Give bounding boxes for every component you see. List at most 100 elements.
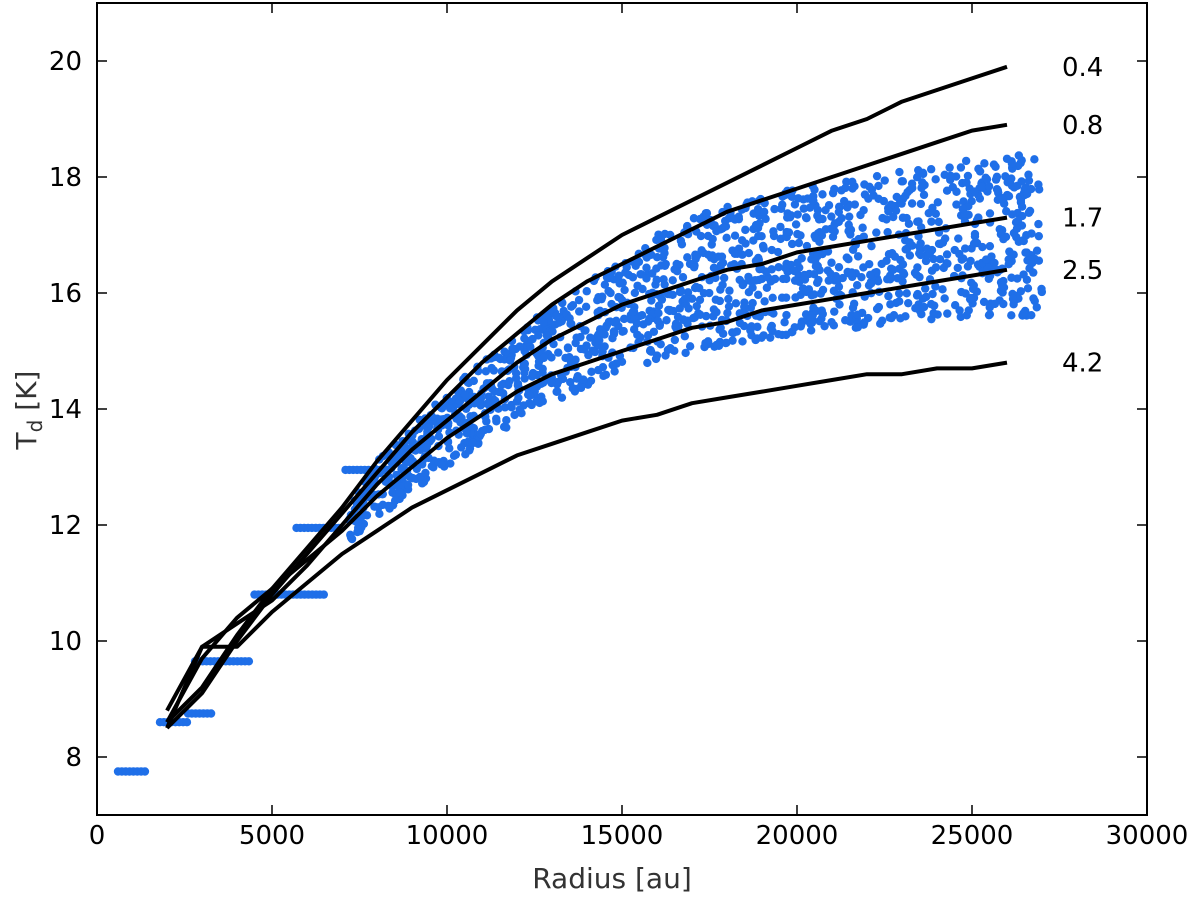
data-point [990,258,999,268]
data-point [723,308,732,318]
data-point [918,294,928,303]
data-point [963,262,973,271]
data-point [999,299,1008,309]
data-point [728,336,737,345]
data-point [970,187,979,196]
data-point [830,220,839,229]
data-point [689,263,699,272]
data-point [1012,224,1022,233]
data-point [968,284,978,294]
data-point [567,302,576,311]
y-tick-label: 12 [49,511,82,541]
data-point [893,274,902,283]
data-point [919,302,929,312]
data-point [814,215,824,224]
data-point [576,344,586,354]
data-point [844,254,853,264]
data-point [955,249,964,259]
data-point [921,284,930,293]
data-point [814,275,823,285]
data-point [649,327,659,336]
data-point [793,210,802,219]
data-point [526,342,535,352]
data-point [597,294,606,304]
data-point [1037,287,1047,297]
data-point [579,375,588,384]
data-point [1032,246,1042,255]
data-point [206,709,216,718]
data-point [628,273,638,282]
data-point [991,175,1001,184]
data-point [750,276,760,285]
data-point [707,240,716,249]
data-point [943,309,952,318]
data-point [917,309,926,319]
data-point [619,326,628,336]
data-point [843,203,852,212]
data-point [759,242,768,251]
data-point [776,222,785,232]
data-point [770,204,779,214]
data-point [554,318,564,327]
data-point [757,333,766,342]
data-point [980,159,989,168]
data-point [874,181,883,191]
data-point [1034,180,1043,189]
data-point [1027,229,1036,238]
data-point [970,229,980,239]
data-point [683,253,692,262]
data-point [895,297,904,306]
data-point [877,259,886,269]
data-point [598,347,607,356]
data-point [716,323,725,333]
data-point [969,239,979,248]
data-point [925,248,935,257]
data-point [783,213,792,222]
data-point [759,207,769,217]
plot-frame [96,2,1148,816]
curve-1.7 [165,215,1008,729]
data-point [696,310,705,320]
data-point [633,281,642,290]
data-point [731,299,741,308]
data-point [1007,311,1016,320]
data-point [812,306,821,316]
data-point [769,275,778,284]
x-tick-label: 30000 [1106,821,1189,851]
data-point [927,217,936,226]
data-point [1019,270,1028,279]
data-point [729,328,738,338]
data-point [730,231,740,240]
data-point [700,342,709,352]
data-point [576,332,585,342]
data-point [691,282,701,292]
data-point [940,234,950,243]
data-point [1034,231,1044,241]
data-point [751,220,761,230]
curve-labels-layer: 0.4 0.8 1.7 2.5 4.2 [1062,53,1103,379]
data-point [525,391,535,400]
data-point [830,184,839,194]
data-point [619,314,629,324]
data-point [760,297,769,306]
data-point [539,318,548,327]
y-tick-label: 16 [49,279,82,309]
data-point [370,502,379,511]
data-point [806,326,816,335]
data-point [390,496,400,505]
data-point [505,356,515,365]
data-point [897,199,906,208]
y-axis-label: Td [K] [10,371,47,451]
data-point [842,177,851,186]
data-point [849,299,859,308]
curve-label: 0.8 [1062,111,1103,141]
data-point [652,252,662,262]
data-point [660,261,670,270]
data-point [774,262,783,272]
data-point [938,285,947,294]
data-point [963,171,973,181]
data-point [827,212,836,221]
data-point [657,295,667,304]
data-point [445,404,455,413]
data-point [622,263,631,272]
